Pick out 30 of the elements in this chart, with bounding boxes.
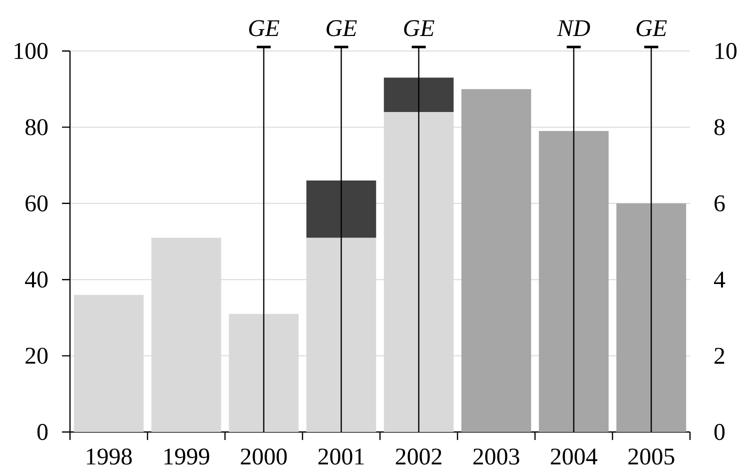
y-tick-label: 100 [14,42,48,60]
y2-tick-label: 10 [716,42,737,60]
ref-line-label: GE [249,20,280,36]
x-tick-label: 1999 [164,448,210,465]
bar [616,203,686,432]
ref-line-label: GE [636,20,667,36]
ref-line-label: ND [556,20,590,36]
bar [384,78,454,112]
bar [306,180,376,238]
y-tick-label: 0 [37,424,48,440]
y2-tick-label: 6 [714,195,725,212]
x-tick-label: 2000 [240,448,287,465]
y-tick-label: 20 [26,348,48,364]
y2-tick-label: 0 [714,424,725,440]
y-tick-label: 40 [25,272,48,288]
x-tick-label: 1998 [86,448,132,465]
y2-tick-label: 4 [714,272,726,288]
y-tick-label: 80 [25,119,48,136]
y2-tick-label: 2 [714,348,724,364]
ref-line-label: GE [326,20,357,36]
x-tick-label: 2002 [396,448,442,465]
x-tick-label: 2004 [550,448,598,465]
bar [461,89,532,432]
x-tick-label: 2003 [473,448,520,465]
y2-tick-label: 8 [714,119,725,136]
y-tick-label: 60 [26,195,48,212]
bar [538,131,609,432]
ref-line-label: GE [404,20,434,36]
x-tick-label: 2001 [318,448,364,465]
x-tick-label: 2005 [628,448,674,465]
